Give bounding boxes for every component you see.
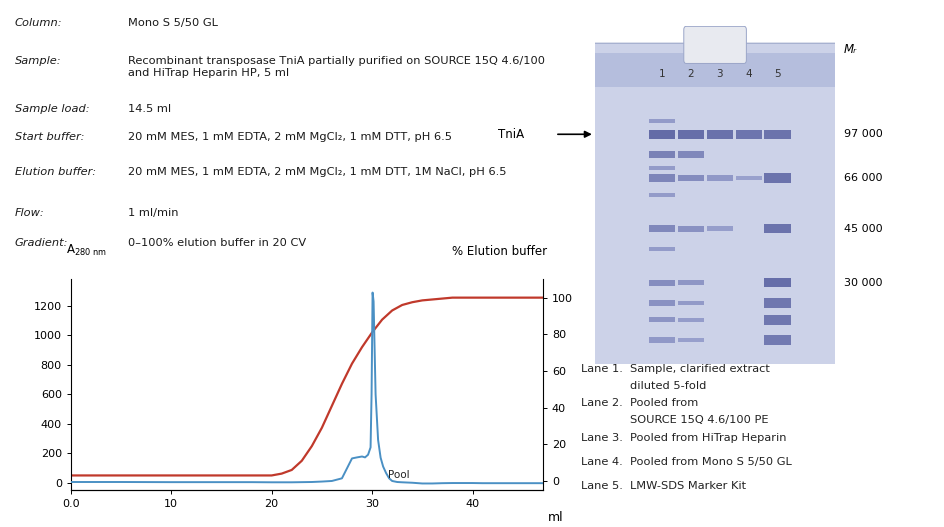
Text: 14.5 ml: 14.5 ml: [127, 104, 171, 114]
Text: TniA: TniA: [497, 128, 524, 141]
Bar: [765, 224, 791, 233]
Text: Pool: Pool: [388, 470, 410, 480]
Bar: [735, 176, 762, 180]
Bar: [595, 53, 835, 87]
Bar: [735, 130, 762, 139]
Text: 1: 1: [659, 69, 666, 79]
Text: 30 000: 30 000: [844, 278, 883, 288]
Text: Lane 3.: Lane 3.: [581, 433, 622, 443]
Text: Mono S 5/50 GL: Mono S 5/50 GL: [127, 18, 218, 28]
Text: 66 000: 66 000: [844, 173, 883, 183]
Bar: [678, 338, 704, 342]
Bar: [765, 335, 791, 345]
Text: 5: 5: [774, 69, 781, 79]
Text: Sample, clarified extract: Sample, clarified extract: [630, 364, 770, 374]
Bar: [649, 151, 675, 158]
Text: Column:: Column:: [15, 18, 62, 28]
Text: Flow:: Flow:: [15, 208, 44, 218]
Text: Lane 4.: Lane 4.: [581, 456, 622, 466]
Text: 20 mM MES, 1 mM EDTA, 2 mM MgCl₂, 1 mM DTT, pH 6.5: 20 mM MES, 1 mM EDTA, 2 mM MgCl₂, 1 mM D…: [127, 132, 452, 142]
Bar: [678, 300, 704, 305]
Text: Sample:: Sample:: [15, 56, 61, 66]
Bar: [678, 175, 704, 181]
Text: Pooled from HiTrap Heparin: Pooled from HiTrap Heparin: [630, 433, 786, 443]
FancyBboxPatch shape: [587, 43, 843, 374]
Bar: [765, 315, 791, 325]
Text: Mᵣ: Mᵣ: [844, 43, 857, 56]
Text: 4: 4: [746, 69, 752, 79]
Bar: [649, 119, 675, 123]
Bar: [649, 247, 675, 251]
Bar: [649, 174, 675, 182]
Bar: [649, 300, 675, 306]
Bar: [649, 337, 675, 343]
Bar: [649, 166, 675, 170]
FancyBboxPatch shape: [683, 26, 747, 63]
Bar: [678, 226, 704, 232]
Text: 0–100% elution buffer in 20 CV: 0–100% elution buffer in 20 CV: [127, 238, 306, 248]
Text: 20 mM MES, 1 mM EDTA, 2 mM MgCl₂, 1 mM DTT, 1M NaCl, pH 6.5: 20 mM MES, 1 mM EDTA, 2 mM MgCl₂, 1 mM D…: [127, 168, 506, 178]
Text: Recombinant transposase TniA partially purified on SOURCE 15Q 4.6/100
and HiTrap: Recombinant transposase TniA partially p…: [127, 56, 545, 77]
Text: 3: 3: [716, 69, 723, 79]
Text: SOURCE 15Q 4.6/100 PE: SOURCE 15Q 4.6/100 PE: [630, 415, 768, 425]
Bar: [649, 225, 675, 232]
Bar: [678, 130, 704, 139]
Text: 1 ml/min: 1 ml/min: [127, 208, 178, 218]
Bar: [649, 280, 675, 286]
Bar: [649, 130, 675, 139]
Bar: [707, 226, 733, 231]
Bar: [678, 318, 704, 322]
Text: ml: ml: [548, 511, 564, 524]
Text: Gradient:: Gradient:: [15, 238, 68, 248]
Text: diluted 5-fold: diluted 5-fold: [630, 381, 706, 391]
Text: 2: 2: [687, 69, 695, 79]
Bar: [649, 317, 675, 323]
Text: LMW-SDS Marker Kit: LMW-SDS Marker Kit: [630, 481, 747, 491]
Text: Elution buffer:: Elution buffer:: [15, 168, 96, 178]
Bar: [707, 130, 733, 139]
Text: Lane 5.: Lane 5.: [581, 481, 622, 491]
Bar: [765, 130, 791, 139]
Bar: [765, 278, 791, 287]
Text: 97 000: 97 000: [844, 129, 883, 139]
Text: % Elution buffer: % Elution buffer: [452, 245, 548, 258]
Bar: [678, 151, 704, 158]
Text: Pooled from Mono S 5/50 GL: Pooled from Mono S 5/50 GL: [630, 456, 792, 466]
Text: A$_\mathregular{280\ nm}$: A$_\mathregular{280\ nm}$: [66, 243, 107, 258]
Bar: [649, 193, 675, 197]
Bar: [707, 175, 733, 181]
Text: Sample load:: Sample load:: [15, 104, 90, 114]
Bar: [678, 280, 704, 286]
Bar: [765, 173, 791, 183]
Text: Pooled from: Pooled from: [630, 398, 699, 408]
Text: 45 000: 45 000: [844, 224, 883, 233]
Text: Lane 2.: Lane 2.: [581, 398, 622, 408]
Bar: [765, 298, 791, 308]
Text: Lane 1.: Lane 1.: [581, 364, 622, 374]
Text: Start buffer:: Start buffer:: [15, 132, 84, 142]
